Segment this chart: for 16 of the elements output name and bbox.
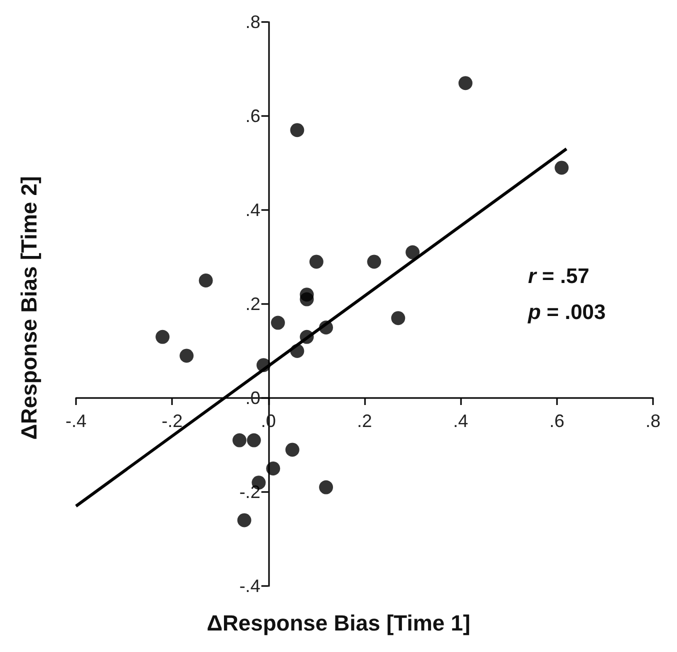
x-tick-label: .6	[549, 411, 564, 431]
y-tick-label: .2	[245, 294, 260, 314]
x-tick-label: -.2	[162, 411, 183, 431]
x-tick-label: .4	[453, 411, 468, 431]
y-axis-title: ΔResponse Bias [Time 2]	[16, 176, 42, 440]
x-tick-label: .8	[645, 411, 661, 431]
annotation: r = .57	[528, 265, 590, 288]
x-axis-title: ΔResponse Bias [Time 1]	[206, 610, 470, 636]
y-tick-label: .6	[245, 106, 260, 126]
x-tick-label: .2	[356, 411, 372, 431]
annotation: p = .003	[527, 301, 606, 324]
y-tick-label: -.2	[239, 482, 260, 502]
y-tick-label: .4	[245, 200, 260, 220]
y-tick-label: .8	[245, 12, 260, 32]
x-tick-label: -.4	[65, 411, 87, 431]
y-tick-label: -.4	[239, 576, 260, 596]
